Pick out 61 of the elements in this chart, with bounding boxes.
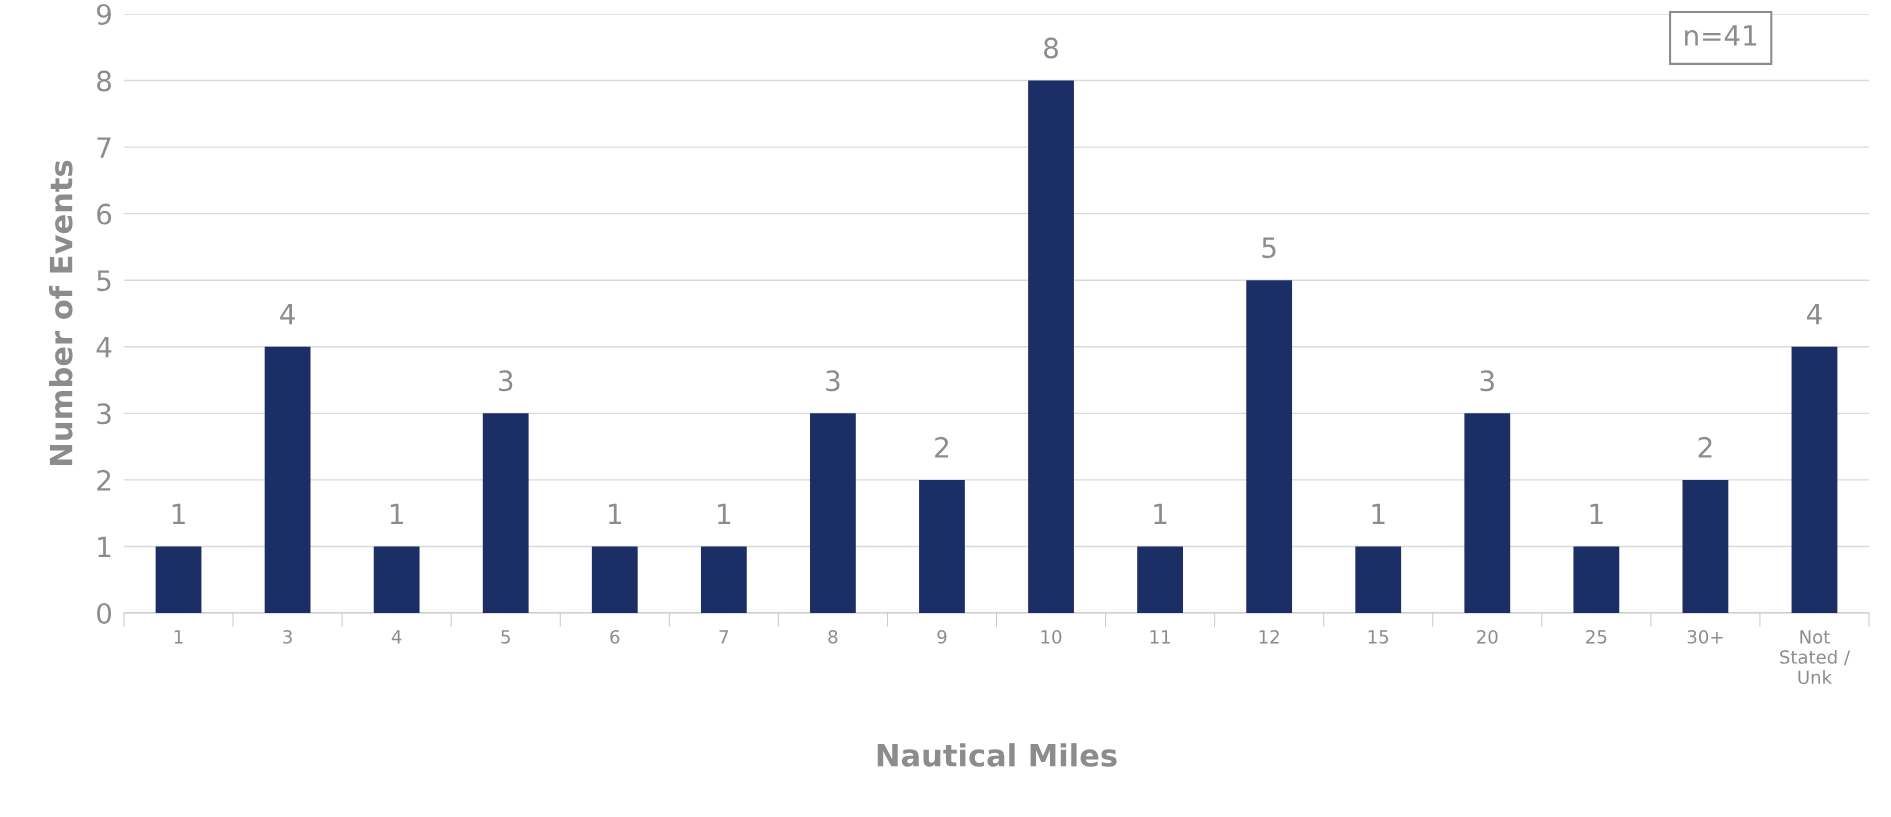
data-label: 3	[826, 370, 840, 392]
x-tick-label: 25	[1586, 629, 1607, 644]
bar	[810, 413, 856, 613]
y-tick-label: 4	[96, 337, 112, 358]
y-tick-label: 3	[97, 403, 111, 425]
x-tick-label: 9	[937, 629, 947, 644]
bar	[155, 546, 202, 613]
y-tick-label: 0	[97, 602, 112, 624]
y-tick-label: 7	[97, 137, 111, 158]
y-tick-label: 1	[98, 536, 111, 557]
data-label: 1	[390, 503, 403, 524]
bar	[373, 546, 420, 613]
bar	[1028, 80, 1074, 613]
x-tick-label: 10	[1041, 629, 1062, 644]
x-tick-label: 12	[1259, 629, 1279, 644]
data-label: 1	[609, 503, 622, 524]
data-label: 4	[1806, 304, 1822, 325]
data-label: 1	[1590, 503, 1603, 524]
y-tick-label: 2	[97, 469, 111, 491]
x-tick-label: 30+	[1687, 629, 1723, 644]
bar	[1791, 346, 1838, 613]
bar	[1682, 479, 1729, 613]
bar	[1137, 546, 1183, 613]
y-tick-label: 5	[97, 270, 111, 292]
data-label: 1	[172, 503, 185, 524]
data-label: 5	[1262, 237, 1276, 259]
annotation: n=41	[1685, 25, 1757, 46]
data-label: 2	[1698, 436, 1712, 458]
x-tick-label: 1	[174, 630, 183, 644]
y-tick-label: 6	[97, 203, 112, 225]
y-axis-title: Number of Events	[48, 160, 73, 465]
x-tick-label: 6	[610, 629, 620, 644]
data-label: 1	[1154, 503, 1167, 524]
x-tick-label: 8	[828, 629, 838, 644]
bar	[700, 546, 747, 613]
x-tick-label: 5	[501, 630, 510, 644]
x-tick-label: 4	[391, 630, 402, 644]
bar	[919, 479, 965, 613]
bar	[1355, 546, 1402, 613]
bar	[264, 346, 311, 613]
bar	[482, 413, 529, 613]
data-label: 4	[280, 304, 295, 325]
y-tick-label: 8	[97, 70, 111, 92]
data-label: 8	[1044, 37, 1058, 59]
x-tick-label: 7	[719, 630, 729, 644]
x-tick-label: 15	[1368, 630, 1389, 644]
data-label: 1	[1372, 503, 1385, 524]
data-label: 3	[499, 370, 513, 392]
bar	[1246, 280, 1293, 613]
data-label: 1	[718, 503, 731, 524]
bar	[1573, 546, 1620, 613]
data-label: 2	[935, 436, 949, 458]
data-label: 3	[1480, 370, 1494, 392]
x-tick-label: 20	[1477, 629, 1498, 644]
bar	[1464, 413, 1511, 613]
x-tick-label: 11	[1150, 630, 1170, 644]
y-tick-label: 9	[96, 3, 111, 25]
x-axis-title: Nautical Miles	[877, 743, 1117, 767]
bar	[591, 546, 638, 613]
x-tick-label: Not Stated / Unk	[1780, 630, 1851, 685]
x-tick-label: 3	[283, 629, 292, 644]
